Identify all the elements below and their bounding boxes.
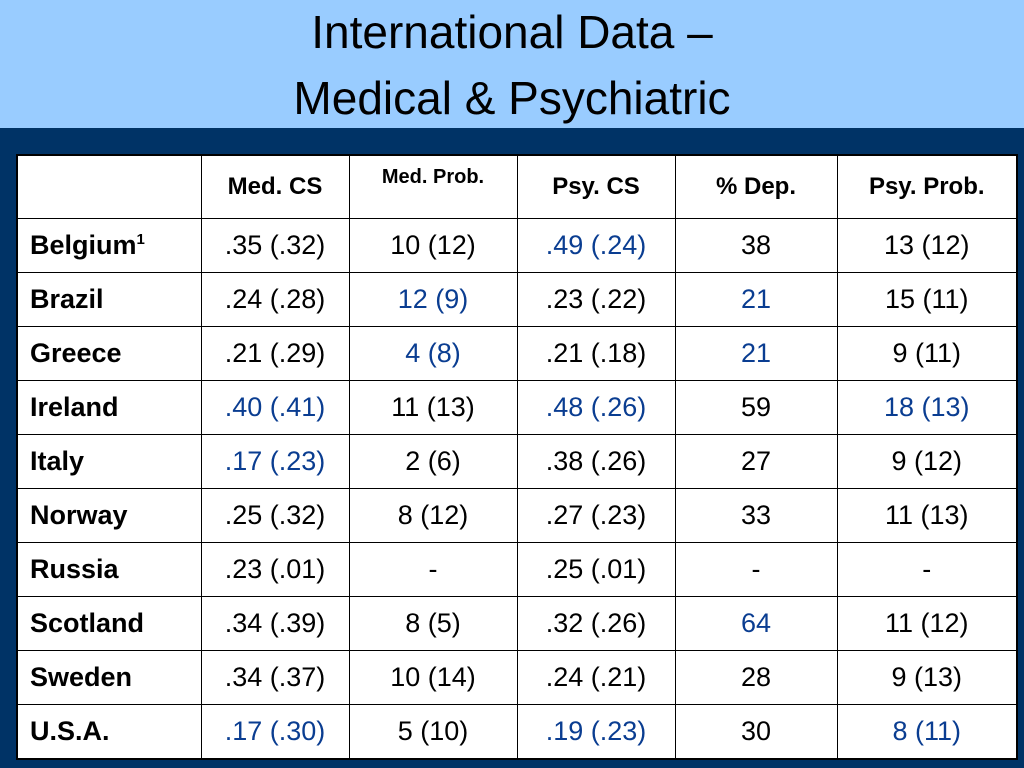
country-name: Russia [30, 554, 119, 584]
med-cs-cell: .17 (.23) [200, 434, 350, 489]
med-prob-cell: - [348, 542, 518, 597]
med-cs-cell: .40 (.41) [200, 380, 350, 435]
psy-cs-cell: .25 (.01) [516, 542, 676, 597]
psy-prob-cell: 9 (11) [836, 326, 1018, 381]
med-cs-cell: .17 (.30) [200, 704, 350, 760]
med-prob-cell: 10 (14) [348, 650, 518, 705]
pct-dep-cell: - [674, 542, 838, 597]
country-cell: U.S.A. [16, 704, 202, 760]
slide-title-line-1: International Data – [311, 6, 713, 58]
country-cell: Russia [16, 542, 202, 597]
psy-prob-cell: 15 (11) [836, 272, 1018, 327]
country-name: Ireland [30, 392, 119, 422]
med-cs-cell: .34 (.39) [200, 596, 350, 651]
country-name: Sweden [30, 662, 133, 692]
med-cs-cell: .35 (.32) [200, 218, 350, 273]
pct-dep-cell: 21 [674, 272, 838, 327]
column-header-med-prob: Med. Prob. [348, 154, 518, 219]
psy-prob-cell: 11 (13) [836, 488, 1018, 543]
med-prob-cell: 2 (6) [348, 434, 518, 489]
country-name: Greece [30, 338, 122, 368]
table-row: Norway .25 (.32) 8 (12) .27 (.23) 33 11 … [16, 488, 1018, 543]
psy-cs-cell: .48 (.26) [516, 380, 676, 435]
pct-dep-cell: 38 [674, 218, 838, 273]
country-cell: Ireland [16, 380, 202, 435]
pct-dep-cell: 59 [674, 380, 838, 435]
pct-dep-cell: 21 [674, 326, 838, 381]
column-header-psy-prob: Psy. Prob. [836, 154, 1018, 219]
med-prob-cell: 10 (12) [348, 218, 518, 273]
country-cell: Sweden [16, 650, 202, 705]
table-row: Italy .17 (.23) 2 (6) .38 (.26) 27 9 (12… [16, 434, 1018, 489]
med-prob-cell: 4 (8) [348, 326, 518, 381]
data-table-container: Med. CS Med. Prob. Psy. CS % Dep. Psy. P… [16, 154, 1018, 760]
country-cell: Norway [16, 488, 202, 543]
country-name: Brazil [30, 284, 104, 314]
table-row: Brazil .24 (.28) 12 (9) .23 (.22) 21 15 … [16, 272, 1018, 327]
country-cell: Belgium1 [16, 218, 202, 273]
psy-cs-cell: .49 (.24) [516, 218, 676, 273]
country-name: Scotland [30, 608, 145, 638]
psy-cs-cell: .23 (.22) [516, 272, 676, 327]
country-name: Italy [30, 446, 85, 476]
med-prob-cell: 8 (5) [348, 596, 518, 651]
table-row: Scotland .34 (.39) 8 (5) .32 (.26) 64 11… [16, 596, 1018, 651]
table-row: U.S.A. .17 (.30) 5 (10) .19 (.23) 30 8 (… [16, 704, 1018, 760]
psy-cs-cell: .32 (.26) [516, 596, 676, 651]
country-name: Belgium [30, 230, 137, 260]
pct-dep-cell: 28 [674, 650, 838, 705]
country-cell: Greece [16, 326, 202, 381]
psy-cs-cell: .24 (.21) [516, 650, 676, 705]
psy-prob-cell: 8 (11) [836, 704, 1018, 760]
table-row: Greece .21 (.29) 4 (8) .21 (.18) 21 9 (1… [16, 326, 1018, 381]
pct-dep-cell: 64 [674, 596, 838, 651]
country-cell: Scotland [16, 596, 202, 651]
table-row: Sweden .34 (.37) 10 (14) .24 (.21) 28 9 … [16, 650, 1018, 705]
title-band: International Data – Medical & Psychiatr… [0, 0, 1024, 128]
psy-prob-cell: 13 (12) [836, 218, 1018, 273]
med-prob-cell: 5 (10) [348, 704, 518, 760]
psy-cs-cell: .19 (.23) [516, 704, 676, 760]
med-cs-cell: .24 (.28) [200, 272, 350, 327]
psy-prob-cell: - [836, 542, 1018, 597]
table-row: Ireland .40 (.41) 11 (13) .48 (.26) 59 1… [16, 380, 1018, 435]
international-data-table: Med. CS Med. Prob. Psy. CS % Dep. Psy. P… [16, 154, 1018, 760]
psy-prob-cell: 9 (12) [836, 434, 1018, 489]
column-header-med-cs: Med. CS [200, 154, 350, 219]
psy-prob-cell: 18 (13) [836, 380, 1018, 435]
pct-dep-cell: 30 [674, 704, 838, 760]
country-name: U.S.A. [30, 716, 110, 746]
med-cs-cell: .34 (.37) [200, 650, 350, 705]
med-prob-cell: 8 (12) [348, 488, 518, 543]
psy-cs-cell: .38 (.26) [516, 434, 676, 489]
med-prob-cell: 11 (13) [348, 380, 518, 435]
med-cs-cell: .21 (.29) [200, 326, 350, 381]
table-row: Belgium1 .35 (.32) 10 (12) .49 (.24) 38 … [16, 218, 1018, 273]
med-prob-cell: 12 (9) [348, 272, 518, 327]
column-header-pct-dep: % Dep. [674, 154, 838, 219]
slide-title-line-2: Medical & Psychiatric [293, 72, 731, 124]
med-cs-cell: .25 (.32) [200, 488, 350, 543]
pct-dep-cell: 27 [674, 434, 838, 489]
footnote-marker: 1 [136, 231, 145, 248]
country-name: Norway [30, 500, 128, 530]
psy-cs-cell: .21 (.18) [516, 326, 676, 381]
psy-prob-cell: 11 (12) [836, 596, 1018, 651]
country-cell: Brazil [16, 272, 202, 327]
country-cell: Italy [16, 434, 202, 489]
column-header-country [16, 154, 202, 219]
psy-prob-cell: 9 (13) [836, 650, 1018, 705]
table-header-row: Med. CS Med. Prob. Psy. CS % Dep. Psy. P… [16, 154, 1018, 219]
med-cs-cell: .23 (.01) [200, 542, 350, 597]
pct-dep-cell: 33 [674, 488, 838, 543]
psy-cs-cell: .27 (.23) [516, 488, 676, 543]
column-header-psy-cs: Psy. CS [516, 154, 676, 219]
table-row: Russia .23 (.01) - .25 (.01) - - [16, 542, 1018, 597]
table-body: Belgium1 .35 (.32) 10 (12) .49 (.24) 38 … [16, 218, 1018, 760]
